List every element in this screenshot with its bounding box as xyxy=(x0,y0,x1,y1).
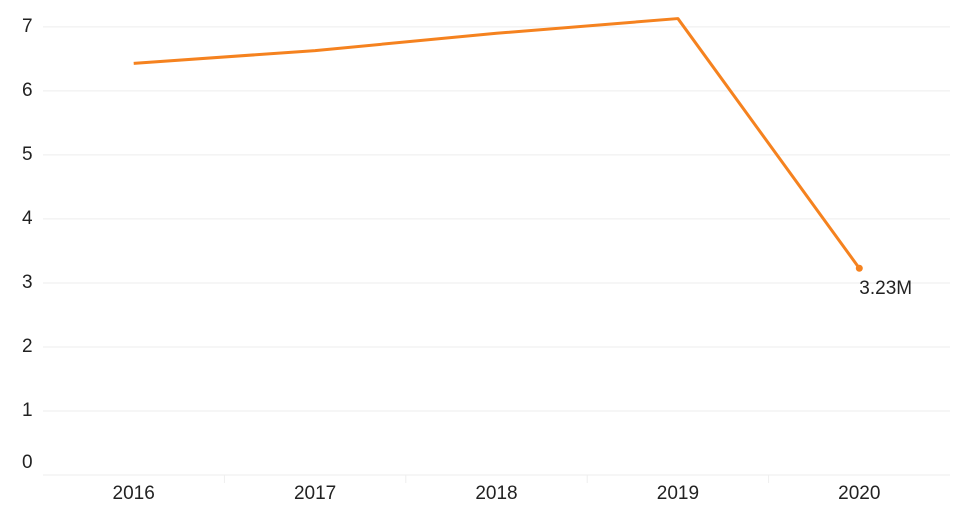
y-tick-label: 5 xyxy=(22,144,33,165)
y-tick-label: 3 xyxy=(22,272,33,293)
y-tick-label: 6 xyxy=(22,80,33,101)
x-tick-label: 2020 xyxy=(838,483,880,504)
x-tick-label: 2016 xyxy=(113,483,155,504)
data-label: 3.23M xyxy=(859,278,912,299)
y-tick-label: 0 xyxy=(22,452,33,473)
y-tick-label: 7 xyxy=(22,16,33,37)
y-tick-label: 4 xyxy=(22,208,33,229)
x-tick-label: 2017 xyxy=(294,483,336,504)
x-tick-label: 2019 xyxy=(657,483,699,504)
point xyxy=(855,264,863,272)
line xyxy=(133,17,861,270)
x-tick-label: 2018 xyxy=(475,483,517,504)
y-tick-label: 1 xyxy=(22,400,33,421)
y-tick-label: 2 xyxy=(22,336,33,357)
